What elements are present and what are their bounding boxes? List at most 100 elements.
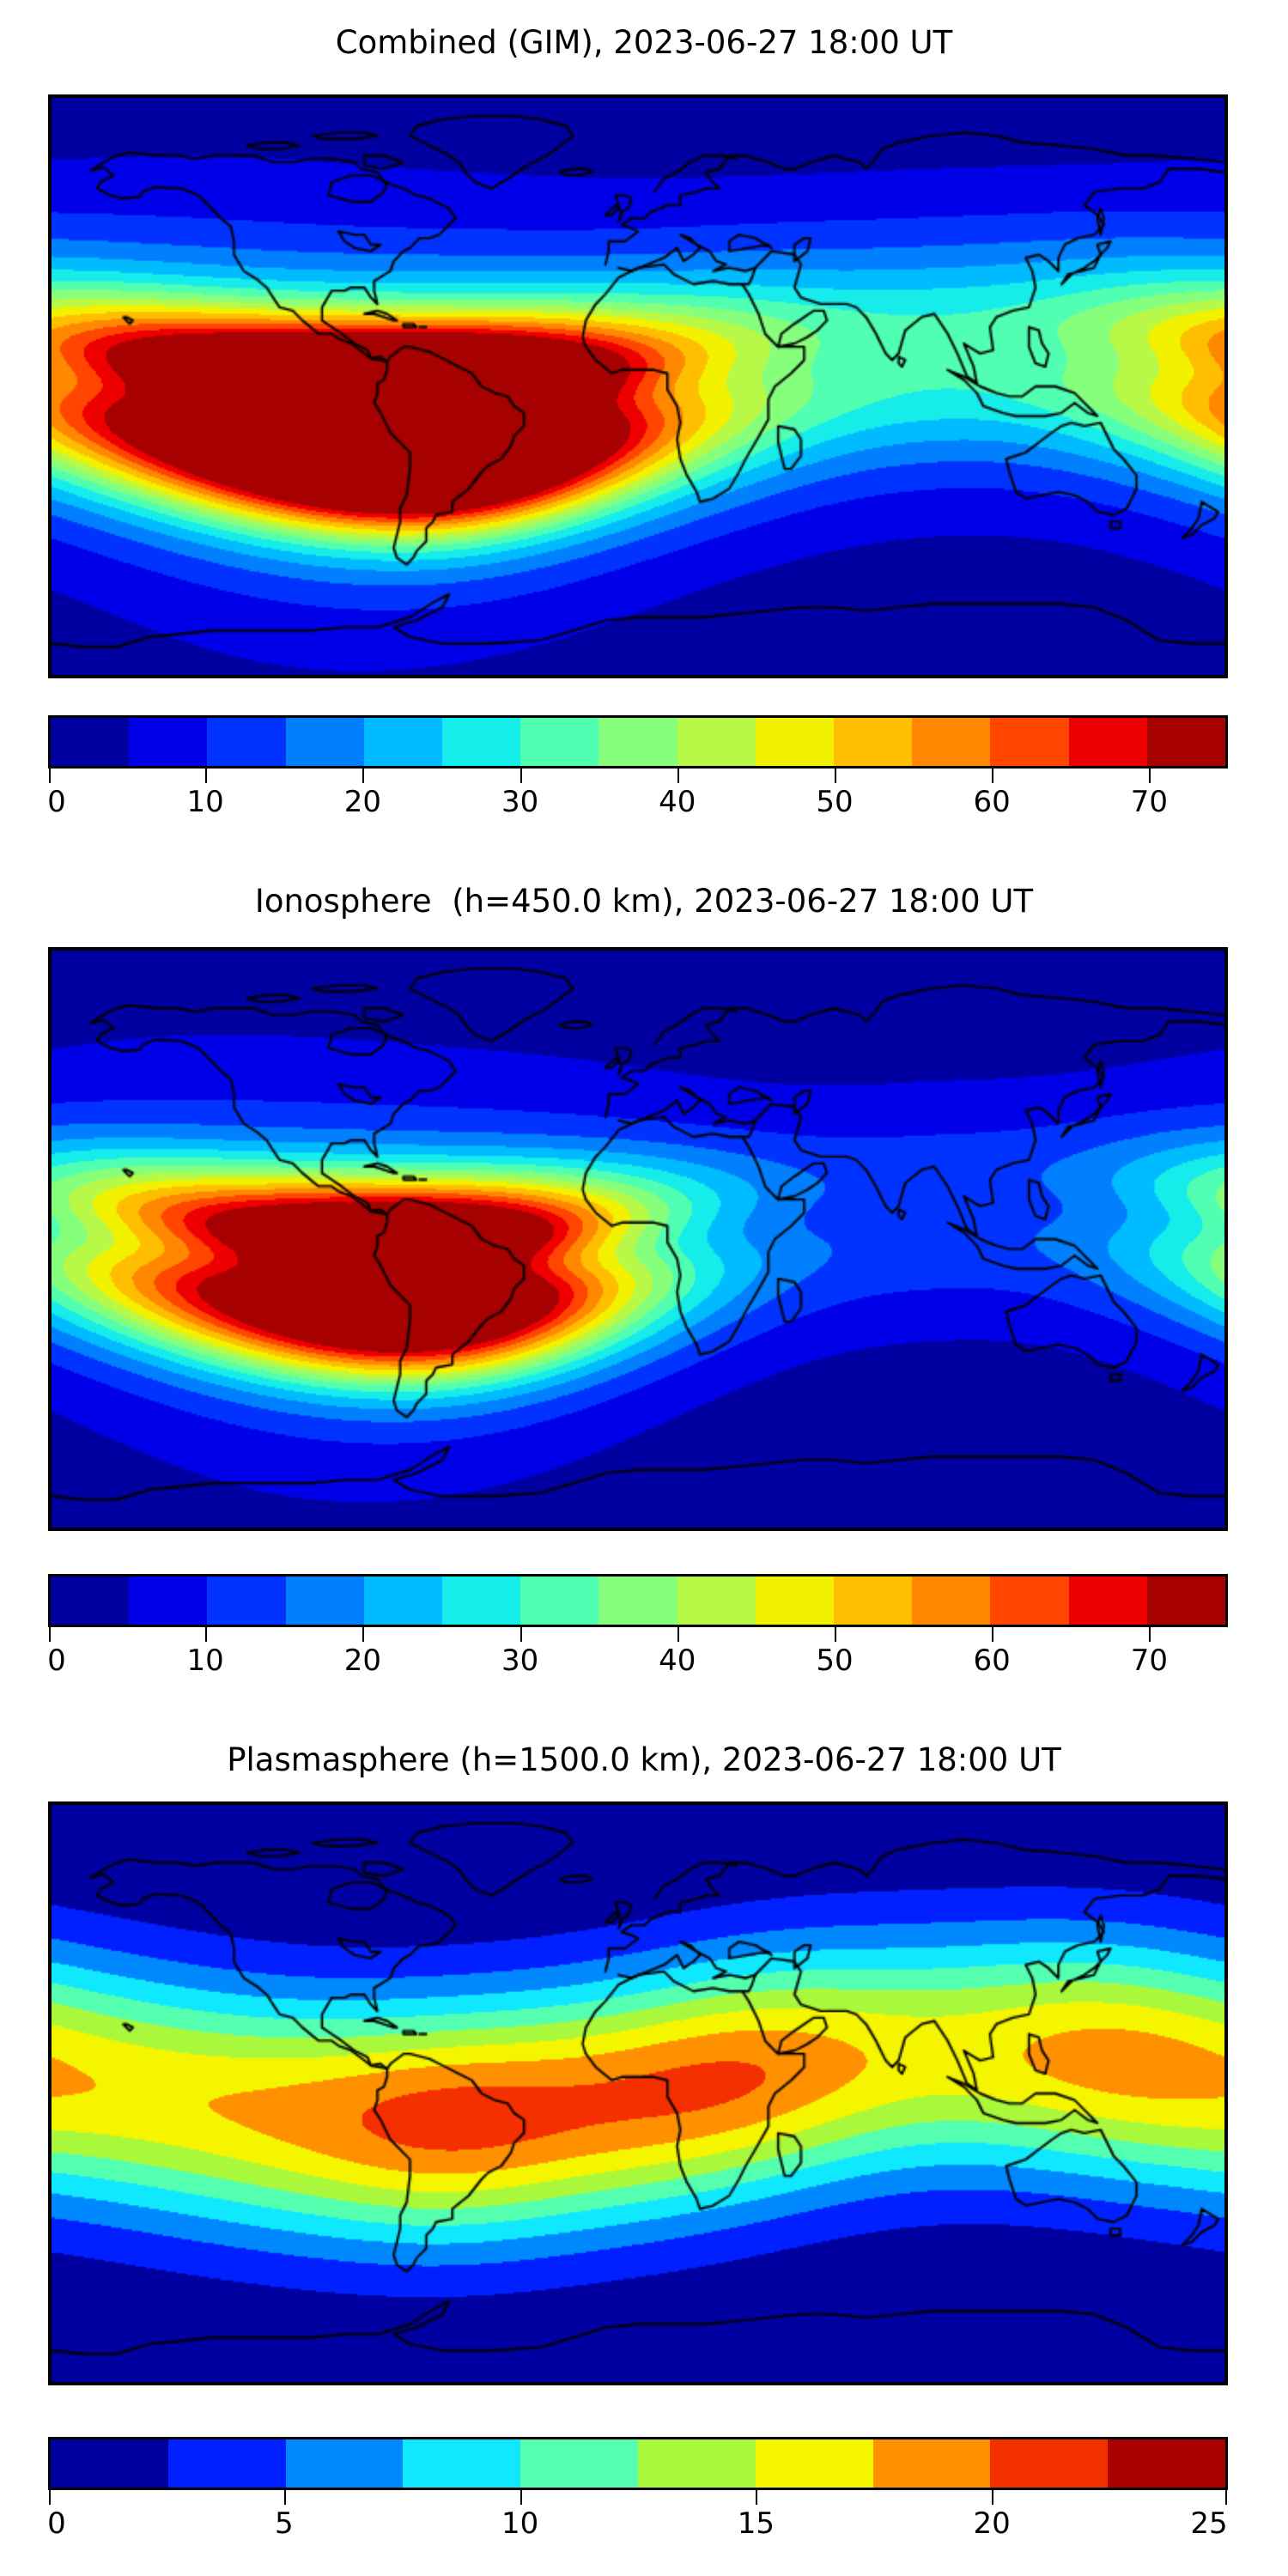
colorbar-tick-label: 20 (343, 1643, 382, 1678)
colorbar-tick (1149, 769, 1151, 783)
colorbar-segment (520, 2439, 638, 2488)
colorbar-tick (519, 1627, 522, 1642)
colorbar-tick (677, 769, 679, 783)
colorbar-ionosphere (48, 1574, 1228, 1627)
colorbar-tick (677, 1627, 679, 1642)
colorbar-segment (912, 718, 991, 766)
colorbar-segment (755, 2439, 873, 2488)
colorbar-segment (363, 1577, 443, 1625)
map-combined (48, 94, 1228, 678)
colorbar-segment (285, 1577, 364, 1625)
colorbar-tick-label: 10 (186, 785, 224, 819)
panel-title-ionosphere: Ionosphere (h=450.0 km), 2023-06-27 18:0… (254, 883, 1034, 920)
colorbar-segment (167, 2439, 286, 2488)
colorbar-segment (442, 1577, 521, 1625)
colorbar-plasmasphere (48, 2437, 1228, 2490)
colorbar-segment (990, 2439, 1109, 2488)
colorbar-segment (637, 2439, 756, 2488)
colorbar-tick (49, 769, 51, 783)
colorbar-tick-label: 50 (816, 1643, 854, 1678)
colorbar-ionosphere-wrap: 0 10 20 30 40 50 60 70 (47, 1574, 1228, 1680)
colorbar-tick-label: 40 (659, 1643, 696, 1678)
colorbar-tick-label: 30 (501, 785, 539, 819)
colorbar-tick (992, 2490, 994, 2505)
colorbar-tick (992, 769, 994, 783)
colorbar-combined (48, 715, 1228, 769)
colorbar-segment (207, 718, 286, 766)
colorbar-tick (519, 2490, 522, 2505)
colorbar-tick (1225, 2490, 1227, 2505)
colorbar-combined-wrap: 0 10 20 30 40 50 60 70 (47, 715, 1228, 822)
colorbar-tick (205, 769, 208, 783)
colorbar-segment (1146, 718, 1226, 766)
map-canvas-ionosphere (52, 951, 1224, 1528)
colorbar-segment (442, 718, 521, 766)
colorbar-tick (835, 769, 836, 783)
colorbar-segment (598, 1577, 677, 1625)
colorbar-segment (285, 718, 364, 766)
colorbar-tick (205, 1627, 208, 1642)
colorbar-tick-label: 70 (1130, 1643, 1169, 1678)
colorbar-segment (520, 1577, 599, 1625)
colorbar-tick-label: 0 (47, 785, 66, 819)
colorbar-tick (519, 769, 522, 783)
map-plasmasphere (48, 1801, 1228, 2385)
colorbar-tick (992, 1627, 994, 1642)
colorbar-axis-ionosphere: 0 10 20 30 40 50 60 70 (47, 1627, 1228, 1680)
panel-combined: Combined (GIM), 2023-06-27 18:00 UT 0 10 2… (0, 0, 1288, 859)
colorbar-segment (129, 1577, 208, 1625)
colorbar-tick-label: 30 (501, 1643, 539, 1678)
colorbar-tick-label: 10 (186, 1643, 224, 1678)
colorbar-tick (283, 2490, 286, 2505)
colorbar-segment (129, 718, 208, 766)
colorbar-tick (362, 769, 365, 783)
colorbar-tick-label: 60 (973, 1643, 1011, 1678)
colorbar-plasmasphere-wrap: 0 5 10 15 20 25 (47, 2437, 1228, 2543)
colorbar-segment (834, 718, 913, 766)
colorbar-segment (1068, 718, 1147, 766)
colorbar-axis-combined: 0 10 20 30 40 50 60 70 (47, 769, 1228, 822)
colorbar-segment (598, 718, 677, 766)
colorbar-tick-label: 15 (737, 2506, 775, 2541)
colorbar-tick-label: 0 (47, 2506, 66, 2541)
colorbar-segment (363, 718, 443, 766)
colorbar-segment (403, 2439, 521, 2488)
colorbar-segment (755, 718, 835, 766)
colorbar-segment (51, 2439, 168, 2488)
colorbar-segment (207, 1577, 286, 1625)
colorbar-tick-label: 25 (1190, 2506, 1228, 2541)
panel-title-plasmasphere: Plasmasphere (h=1500.0 km), 2023-06-27 1… (227, 1741, 1061, 1778)
map-canvas-combined (52, 98, 1224, 675)
colorbar-segment (912, 1577, 991, 1625)
colorbar-segment (834, 1577, 913, 1625)
colorbar-tick-label: 20 (343, 785, 382, 819)
map-ionosphere (48, 947, 1228, 1531)
colorbar-tick (835, 1627, 836, 1642)
colorbar-segment (1068, 1577, 1147, 1625)
map-canvas-plasmasphere (52, 1805, 1224, 2382)
colorbar-tick-label: 70 (1130, 785, 1169, 819)
colorbar-segment (755, 1577, 835, 1625)
colorbar-tick-label: 5 (274, 2506, 294, 2541)
colorbar-tick (756, 2490, 758, 2505)
colorbar-tick-label: 20 (973, 2506, 1011, 2541)
colorbar-tick-label: 50 (816, 785, 854, 819)
panel-title-combined: Combined (GIM), 2023-06-27 18:00 UT (335, 24, 953, 61)
colorbar-segment (677, 718, 756, 766)
colorbar-segment (51, 718, 130, 766)
colorbar-tick (49, 2490, 51, 2505)
colorbar-axis-plasmasphere: 0 5 10 15 20 25 (47, 2490, 1228, 2543)
colorbar-segment (990, 718, 1069, 766)
colorbar-segment (990, 1577, 1069, 1625)
panel-plasmasphere: Plasmasphere (h=1500.0 km), 2023-06-27 1… (0, 1717, 1288, 2576)
colorbar-tick-label: 10 (501, 2506, 539, 2541)
colorbar-segment (1108, 2439, 1225, 2488)
colorbar-segment (520, 718, 599, 766)
colorbar-tick (49, 1627, 51, 1642)
colorbar-tick-label: 60 (973, 785, 1011, 819)
colorbar-segment (285, 2439, 404, 2488)
colorbar-segment (677, 1577, 756, 1625)
colorbar-tick-label: 0 (47, 1643, 66, 1678)
colorbar-segment (51, 1577, 130, 1625)
